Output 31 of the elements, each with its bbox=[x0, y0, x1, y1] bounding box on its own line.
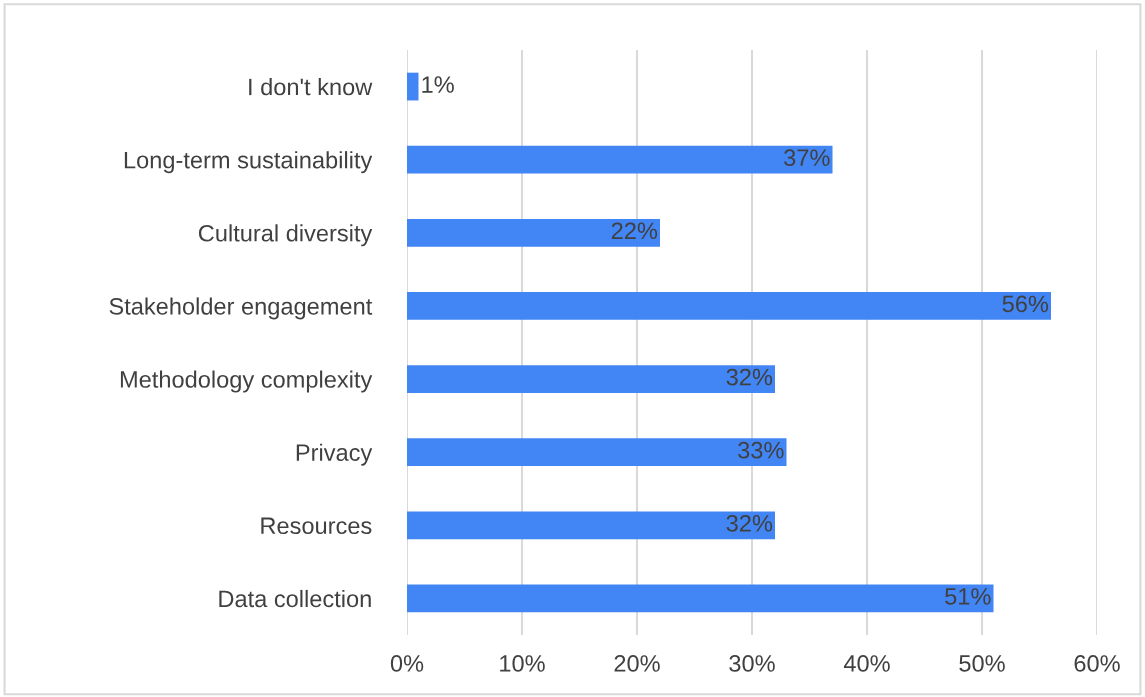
y-tick-label: Data collection bbox=[219, 589, 371, 608]
y-tick-label: Resources bbox=[261, 517, 372, 535]
data-label: 51% bbox=[945, 588, 991, 605]
bar bbox=[407, 72, 419, 101]
data-label: 37% bbox=[784, 149, 830, 167]
y-tick-label: Cultural diversity bbox=[198, 224, 373, 247]
bar bbox=[407, 438, 787, 467]
y-tick-label: Privacy bbox=[296, 443, 373, 466]
x-tick-label: 30% bbox=[729, 655, 775, 672]
y-tick-label: I don't know bbox=[249, 78, 373, 96]
data-label: 22% bbox=[611, 222, 658, 240]
x-tick-label: 20% bbox=[614, 655, 660, 672]
y-tick-label: Methodology complexity bbox=[120, 370, 373, 393]
bar bbox=[407, 365, 775, 393]
x-tick-label: 10% bbox=[500, 655, 545, 672]
data-label: 56% bbox=[1002, 295, 1049, 313]
y-tick-label: Long-term sustainability bbox=[124, 151, 373, 174]
x-tick-label: 50% bbox=[959, 655, 1005, 672]
bar bbox=[407, 584, 994, 613]
bar bbox=[407, 218, 660, 247]
x-tick-label: 40% bbox=[843, 655, 890, 672]
data-label: 32% bbox=[726, 368, 773, 386]
data-label: 33% bbox=[738, 441, 784, 459]
data-label: 32% bbox=[726, 514, 773, 532]
data-label: 1% bbox=[422, 76, 454, 93]
bar bbox=[407, 511, 775, 540]
bar bbox=[407, 292, 1051, 320]
y-tick-label: Stakeholder engagement bbox=[109, 297, 373, 320]
bar bbox=[407, 145, 833, 174]
x-tick-label: 0% bbox=[390, 655, 424, 672]
x-tick-label: 60% bbox=[1074, 655, 1120, 672]
